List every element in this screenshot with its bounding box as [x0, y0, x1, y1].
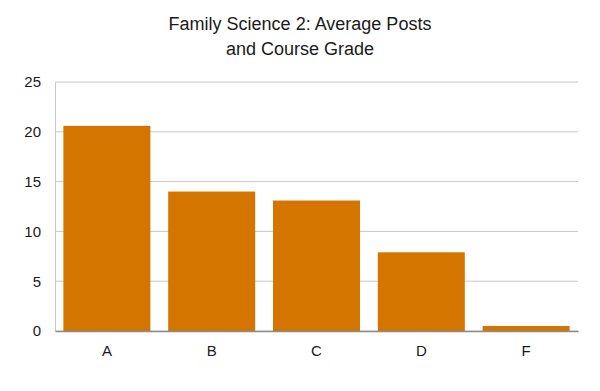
y-tick-label: 0: [33, 322, 41, 339]
y-tick-label: 5: [33, 273, 41, 290]
title: Family Science 2: Average Posts and Cours…: [169, 14, 432, 59]
y-axis: 0 5 10 15 20 25: [24, 73, 55, 339]
x-tick: B: [207, 331, 217, 359]
x-tick: D: [416, 331, 427, 359]
grid: [55, 82, 578, 331]
y-tick: 20: [24, 123, 55, 140]
x-tick-label: D: [416, 342, 427, 359]
x-tick-label: F: [522, 342, 531, 359]
y-tick-label: 15: [24, 173, 41, 190]
y-tick: 5: [33, 273, 55, 290]
y-tick-label: 20: [24, 123, 41, 140]
x-axis: ABCDF: [56, 331, 579, 359]
x-tick-label: C: [311, 342, 322, 359]
bar: [168, 192, 255, 331]
x-tick: A: [102, 331, 112, 359]
x-tick-label: A: [102, 342, 112, 359]
y-axis-line: [55, 83, 56, 332]
bars: [63, 126, 569, 331]
x-tick: C: [311, 331, 322, 359]
chart: Family Science 2: Average Posts and Cours…: [0, 0, 600, 391]
bar: [273, 201, 360, 331]
title-line: Family Science 2: Average Posts: [169, 14, 432, 34]
y-tick: 0: [33, 322, 55, 339]
plot: 0 5 10 15 20 25 A B C D F: [24, 73, 578, 358]
bar: [378, 252, 465, 331]
y-tick-label: 25: [24, 73, 41, 90]
y-tick-label: 10: [24, 223, 41, 240]
title-line: and Course Grade: [226, 39, 374, 59]
y-tick: 10: [24, 223, 55, 240]
y-tick: 15: [24, 173, 55, 190]
x-tick-label: B: [207, 342, 217, 359]
y-tick: 25: [24, 73, 55, 90]
x-tick: F: [522, 331, 531, 359]
grid-line: [55, 82, 578, 83]
bar: [63, 126, 150, 331]
bar: [483, 326, 570, 331]
x-axis-line: [56, 331, 579, 333]
